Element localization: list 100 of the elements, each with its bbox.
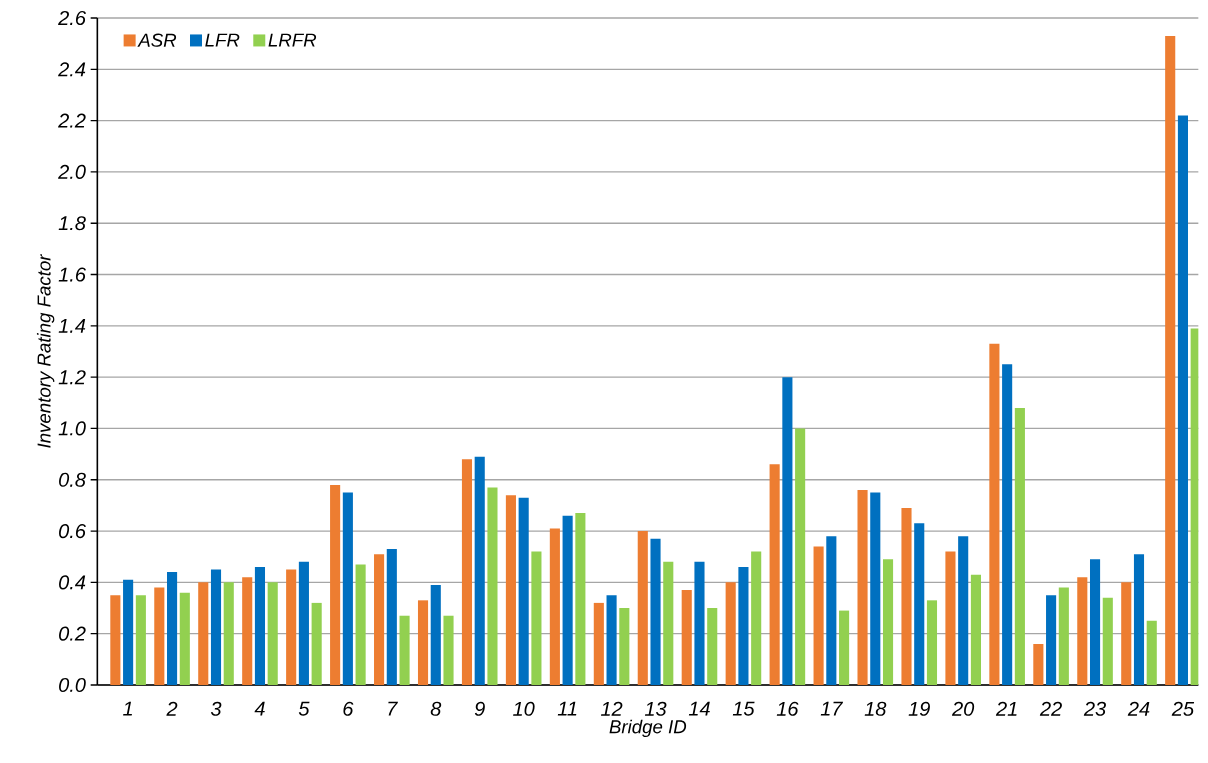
bar [637, 531, 648, 685]
bar [474, 456, 485, 685]
bar [443, 615, 454, 685]
y-axis-title: Inventory Rating Factor [36, 253, 55, 448]
bar [110, 595, 121, 685]
x-axis-title: Bridge ID [609, 719, 687, 738]
bar [167, 572, 178, 685]
y-tick-label: 1.6 [58, 267, 86, 282]
bar [518, 497, 529, 685]
bar [330, 484, 341, 685]
x-tick-label: 16 [776, 701, 799, 716]
bar [254, 566, 266, 685]
bar [606, 595, 617, 685]
bar [487, 487, 498, 685]
bar [882, 559, 894, 685]
x-tick-label: 18 [864, 701, 887, 716]
legend-label: LFR [205, 33, 240, 47]
bar [223, 582, 234, 685]
x-tick-label: 10 [513, 701, 535, 716]
x-tick-label: 6 [343, 701, 354, 716]
y-tick-label: 1.0 [58, 421, 86, 436]
x-tick-label: 21 [995, 701, 1017, 716]
y-tick-label: 0.0 [59, 677, 86, 693]
y-tick-label: 2.2 [58, 113, 86, 128]
bar [179, 592, 190, 685]
bar [386, 549, 397, 685]
x-tick-label: 7 [388, 701, 398, 716]
legend-label: ASR [137, 33, 177, 47]
bar [769, 464, 780, 685]
x-tick-label: 1 [123, 701, 132, 716]
bar [154, 587, 165, 685]
bar [751, 551, 762, 685]
x-tick-label: 14 [688, 701, 710, 716]
bar [857, 490, 868, 685]
x-tick-label: 23 [1083, 701, 1106, 716]
bar [549, 528, 560, 685]
bar [123, 579, 134, 685]
x-tick-label: 4 [254, 701, 265, 716]
legend-label: LRFR [268, 33, 317, 47]
bar [738, 566, 749, 685]
bar [1190, 328, 1199, 685]
y-tick-label: 2.4 [58, 62, 86, 77]
bar [505, 495, 516, 685]
bar [795, 428, 806, 685]
x-tick-label: 20 [951, 701, 975, 716]
bar [210, 569, 222, 685]
bar [1046, 595, 1057, 685]
y-tick-label: 0.6 [59, 523, 86, 539]
y-tick-label: 0.4 [59, 575, 86, 590]
bar [958, 536, 969, 685]
x-tick-label: 17 [820, 701, 844, 716]
bar [342, 492, 353, 685]
bar [970, 574, 981, 685]
bar [311, 602, 322, 685]
bar [694, 561, 705, 685]
x-tick-label: 25 [1171, 701, 1195, 716]
bar [430, 584, 441, 685]
bar [399, 615, 410, 685]
y-tick-label: 0.8 [59, 472, 86, 487]
bar [945, 551, 956, 685]
y-tick-label: 1.4 [58, 318, 86, 333]
x-tick-label: 8 [430, 701, 442, 716]
bar [1014, 407, 1025, 685]
bar [663, 561, 674, 685]
bar [901, 507, 912, 685]
bar [355, 564, 366, 685]
bar [562, 515, 573, 685]
x-tick-label: 11 [557, 701, 577, 716]
bar [531, 551, 542, 685]
bar [989, 343, 1000, 685]
x-tick-label: 13 [644, 701, 667, 716]
bar [286, 569, 297, 685]
bar [813, 546, 824, 685]
bar [1177, 115, 1188, 685]
bar [417, 600, 429, 685]
y-tick-label: 1.2 [58, 370, 86, 385]
bar [267, 582, 278, 685]
bar [374, 554, 385, 685]
bar [1133, 554, 1145, 685]
bar [839, 610, 850, 685]
y-tick-label: 1.8 [58, 216, 86, 231]
x-tick-label: 15 [732, 701, 755, 716]
bar [1165, 35, 1176, 685]
bar [1058, 587, 1069, 685]
bar [926, 600, 938, 685]
bar [650, 538, 661, 685]
bar [681, 590, 692, 685]
bar [298, 561, 309, 685]
bar [870, 492, 881, 685]
x-tick-label: 5 [298, 701, 310, 716]
y-tick-label: 2.0 [58, 164, 86, 179]
bar [619, 608, 630, 685]
x-tick-label: 2 [166, 701, 178, 716]
x-tick-label: 12 [600, 701, 623, 716]
bar [1089, 559, 1101, 685]
bar [782, 377, 793, 685]
x-tick-label: 9 [474, 701, 485, 716]
bar [914, 523, 925, 685]
bar [1102, 597, 1113, 685]
bar [593, 602, 604, 685]
